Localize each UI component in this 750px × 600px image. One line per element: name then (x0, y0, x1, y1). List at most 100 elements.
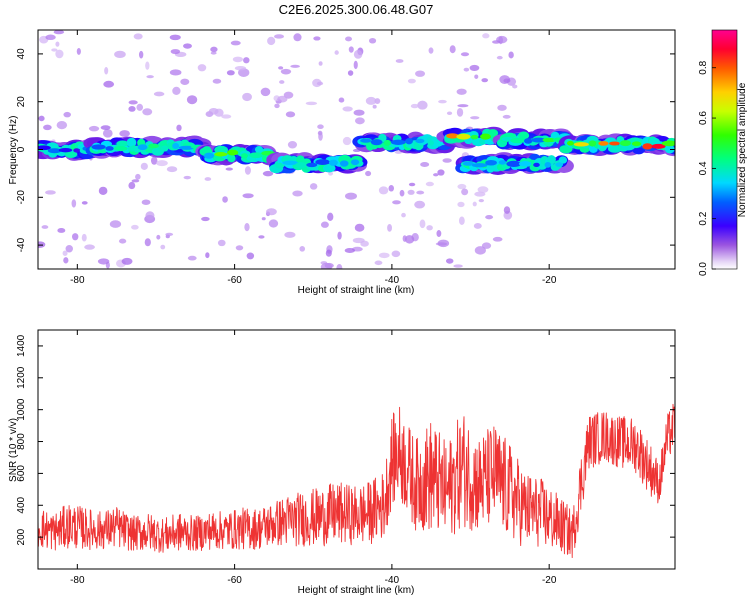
colorbar-tick-label: 0.8 (698, 60, 709, 74)
spectral-ridge-blob (64, 150, 78, 158)
noise-blob (318, 61, 323, 66)
noise-blob (169, 34, 181, 41)
noise-blob (287, 141, 298, 149)
noise-blob (201, 216, 210, 222)
noise-blob (262, 170, 274, 177)
spectral-peak (47, 148, 62, 154)
noise-blob (496, 55, 503, 60)
noise-blob (131, 179, 140, 183)
noise-blob (176, 124, 182, 132)
spectral-peak (642, 143, 653, 150)
spectral-peak (383, 139, 392, 147)
snr-ytick-label: 800 (16, 433, 27, 450)
noise-blob (146, 75, 154, 79)
spectral-peak (172, 142, 180, 149)
spectral-peak (405, 138, 413, 145)
spectral-peak (241, 153, 248, 159)
noise-blob (156, 160, 168, 167)
snr-xtick-label: -40 (385, 575, 400, 586)
noise-blob (156, 234, 161, 240)
spectrogram-ytick-label: 0 (16, 146, 27, 152)
noise-blob (258, 235, 265, 239)
spectral-peak (446, 133, 459, 139)
noise-blob (128, 181, 136, 190)
noise-blob (56, 121, 68, 130)
spectral-peak (555, 162, 564, 167)
spectral-peak (501, 136, 513, 142)
noise-blob (41, 225, 49, 229)
spectral-peak (137, 144, 148, 151)
noise-blob (221, 114, 232, 119)
noise-blob (320, 262, 333, 269)
colorbar-tick-label: 0.4 (698, 161, 709, 175)
noise-blob (145, 61, 150, 70)
noise-blob (267, 36, 276, 46)
noise-blob (420, 162, 430, 167)
noise-blob (299, 246, 306, 252)
snr-ytick-label: 600 (16, 465, 27, 482)
spectral-peak (518, 161, 532, 167)
noise-blob (472, 201, 477, 207)
noise-blob (217, 239, 226, 247)
noise-blob (404, 235, 415, 244)
snr-ytick-label: 1400 (16, 334, 27, 357)
noise-blob (387, 223, 392, 232)
noise-blob (485, 214, 494, 220)
spectral-peak (249, 152, 264, 159)
spectral-ridge-blob (227, 154, 236, 163)
noise-blob (290, 64, 300, 68)
spectral-peak (360, 138, 372, 143)
colorbar-ticks: 0.0 0.2 0.4 0.6 0.8 (698, 60, 716, 276)
noise-blob (150, 156, 158, 165)
noise-blob (414, 200, 426, 209)
spectral-peak (161, 145, 169, 152)
noise-blob (410, 103, 419, 109)
noise-blob (84, 244, 95, 250)
noise-blob (353, 60, 358, 70)
colorbar: 0.0 0.2 0.4 0.6 0.8 Normalized spectral ampl… (698, 29, 748, 276)
noise-blob (402, 235, 407, 242)
noise-blob (226, 70, 235, 76)
noise-blob (145, 211, 155, 220)
noise-blob (186, 95, 198, 105)
spectral-peak (127, 146, 136, 152)
noise-blob (118, 238, 127, 244)
noise-blob (502, 114, 511, 119)
noise-blob (401, 212, 406, 218)
noise-blob (65, 245, 73, 253)
snr-ytick-label: 1200 (16, 366, 27, 389)
noise-blob (337, 231, 342, 240)
noise-blob (458, 216, 465, 225)
snr-xtick-label: -20 (542, 575, 557, 586)
spectral-peak (566, 140, 574, 146)
noise-blob (138, 50, 144, 59)
spectral-peak (295, 162, 307, 169)
noise-blob (43, 124, 52, 131)
noise-blob (119, 130, 130, 137)
noise-blob (457, 104, 469, 108)
noise-blob (180, 78, 190, 85)
noise-blob (437, 169, 445, 176)
noise-blob (453, 264, 463, 268)
noise-blob (166, 166, 178, 173)
noise-blob (372, 104, 377, 109)
noise-blob (210, 46, 218, 53)
spectral-peak (485, 159, 497, 166)
noise-blob (76, 47, 81, 55)
noise-blob (235, 245, 244, 251)
noise-blob (225, 167, 234, 171)
noise-blob (274, 34, 285, 39)
noise-blob (419, 219, 426, 229)
figure-title: C2E6.2025.300.06.48.G07 (279, 2, 434, 17)
spectral-peak (91, 144, 106, 150)
noise-blob (98, 186, 108, 196)
noise-blob (88, 125, 100, 132)
noise-blob (470, 116, 480, 120)
noise-blob (316, 81, 324, 86)
noise-blob (449, 45, 456, 54)
noise-blob (204, 177, 212, 181)
noise-blob (266, 208, 277, 216)
noise-blob (463, 67, 470, 72)
spectral-peak (306, 162, 318, 168)
noise-blob (348, 46, 354, 53)
